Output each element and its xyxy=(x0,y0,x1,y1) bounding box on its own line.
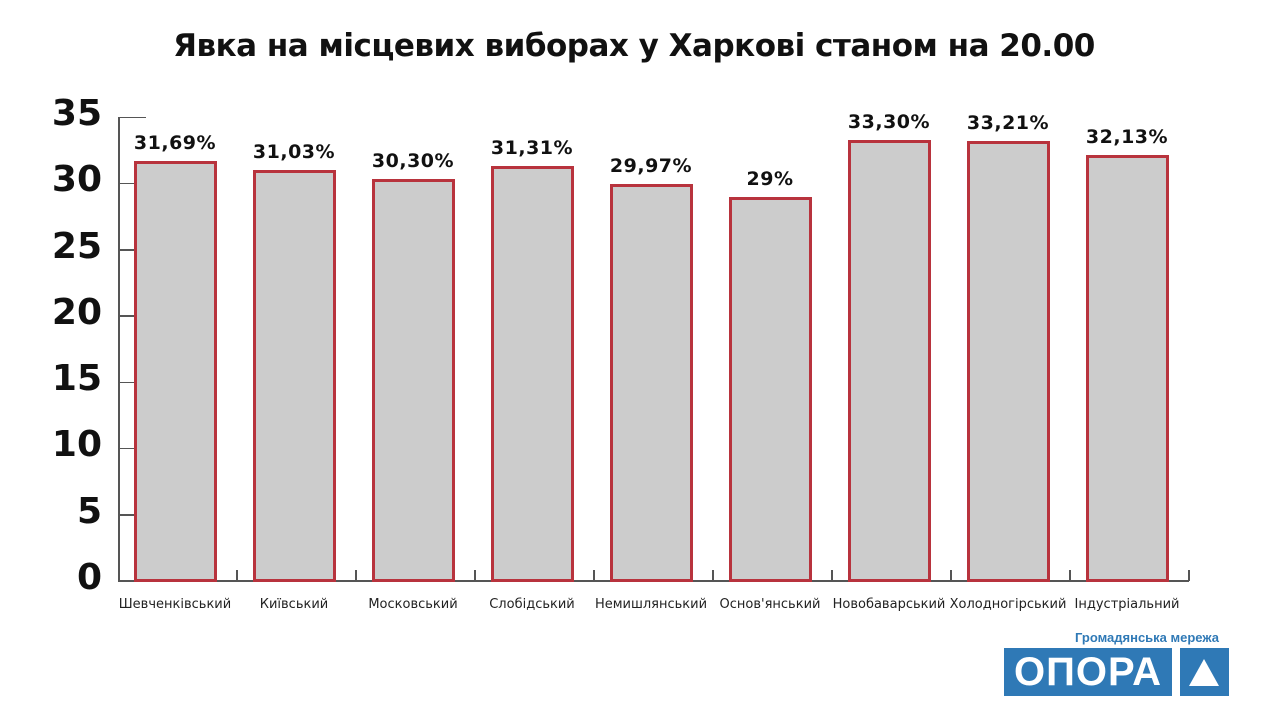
y-tick-label: 25 xyxy=(51,225,102,267)
x-tick xyxy=(593,570,595,581)
y-tick-label: 30 xyxy=(51,159,102,201)
logo-triangle-box xyxy=(1180,648,1229,696)
y-tick xyxy=(118,182,134,185)
category-label: Московський xyxy=(368,597,458,612)
bar-6 xyxy=(848,139,931,582)
bar-value-label: 32,13% xyxy=(1085,126,1169,149)
bar-value-label: 31,31% xyxy=(490,136,574,159)
x-tick xyxy=(474,570,476,581)
y-tick-label: 20 xyxy=(51,291,102,333)
x-tick xyxy=(712,570,714,581)
x-tick xyxy=(831,570,833,581)
category-label: Холодногірський xyxy=(949,597,1067,612)
y-tick xyxy=(118,315,134,317)
y-tick-label: 35 xyxy=(51,93,102,134)
category-label: Новобаварський xyxy=(832,597,946,612)
bar-0 xyxy=(134,160,217,582)
y-tick xyxy=(118,116,146,118)
bar-value-label: 31,03% xyxy=(252,140,336,163)
x-tick xyxy=(355,570,357,581)
x-tick xyxy=(1069,570,1071,581)
y-tick xyxy=(118,514,134,516)
bar-value-label: 29,97% xyxy=(609,154,693,177)
bar-value-label: 33,21% xyxy=(966,111,1050,134)
category-label: Немишлянський xyxy=(594,597,708,612)
x-tick xyxy=(236,570,238,581)
bar-5 xyxy=(729,196,812,582)
bar-value-label: 29% xyxy=(746,167,794,190)
y-tick-label: 0 xyxy=(76,557,102,598)
logo-subtitle: Громадянська мережа xyxy=(1075,630,1219,645)
bar-3 xyxy=(491,165,574,582)
category-label: Індустріальний xyxy=(1074,597,1180,612)
bar-1 xyxy=(253,169,336,582)
y-tick-label: 10 xyxy=(51,424,102,466)
chart-title: Явка на місцевих виборах у Харкові стано… xyxy=(173,28,1095,64)
bar-value-label: 33,30% xyxy=(847,110,931,133)
y-tick xyxy=(118,447,134,450)
category-label: Основ'янський xyxy=(719,597,821,612)
bar-2 xyxy=(372,179,455,582)
bar-7 xyxy=(967,140,1050,582)
y-tick-label: 15 xyxy=(51,358,102,400)
x-tick xyxy=(1188,570,1190,581)
category-label: Шевченківський xyxy=(118,597,232,612)
category-label: Слобідський xyxy=(489,597,575,612)
y-tick xyxy=(118,381,134,384)
bar-value-label: 31,69% xyxy=(133,131,217,154)
opora-logo: ОПОРА xyxy=(1004,648,1172,696)
category-label: Київський xyxy=(259,597,329,612)
x-tick xyxy=(950,570,952,581)
y-tick xyxy=(118,249,134,251)
bar-4 xyxy=(610,183,693,582)
y-axis xyxy=(118,117,120,582)
bar-value-label: 30,30% xyxy=(371,150,455,173)
y-tick-label: 5 xyxy=(76,490,102,532)
bar-8 xyxy=(1086,155,1169,582)
triangle-icon xyxy=(1189,659,1219,686)
